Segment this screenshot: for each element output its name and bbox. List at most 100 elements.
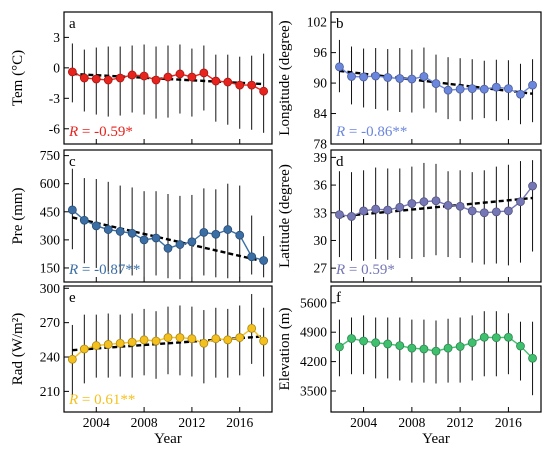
data-point xyxy=(247,80,257,90)
y-tick-label: 240 xyxy=(40,350,61,365)
panel-letter: a xyxy=(69,16,76,32)
y-tick-label: 39 xyxy=(314,150,328,165)
correlation-value: 0.61** xyxy=(94,392,135,408)
data-point xyxy=(187,334,197,344)
panel-frame xyxy=(63,149,273,283)
data-point xyxy=(151,336,161,346)
data-point xyxy=(504,84,513,94)
trend-line xyxy=(339,196,533,218)
y-tick-label: 0 xyxy=(53,60,60,75)
data-point xyxy=(419,344,429,354)
y-tick-label: 90 xyxy=(314,76,328,91)
panel-frame xyxy=(63,285,273,413)
correlation-equals: = xyxy=(345,124,361,140)
y-axis-label: Pre (mm) xyxy=(10,187,26,244)
x-axis-label: Year xyxy=(154,431,182,447)
correlation-r: R xyxy=(68,392,78,408)
data-point xyxy=(259,336,269,346)
data-point xyxy=(211,334,221,344)
data-point xyxy=(347,334,356,343)
data-point xyxy=(335,210,344,220)
data-point xyxy=(359,72,368,82)
y-tick-label: 4900 xyxy=(300,325,327,340)
data-point xyxy=(139,235,149,245)
y-tick-label: 270 xyxy=(40,315,61,330)
correlation-label: R = 0.61** xyxy=(68,392,135,408)
correlation-value: -0.59* xyxy=(94,124,133,140)
y-axis-label: Rad (W/m²) xyxy=(10,313,26,385)
correlation-r: R xyxy=(68,262,78,278)
x-tick-label: 2016 xyxy=(226,415,253,430)
data-point xyxy=(455,84,465,94)
data-point xyxy=(335,62,344,72)
data-point xyxy=(199,227,209,237)
panel-a: -6 -3 0 3 Tem (°C) a R = -0.59* xyxy=(10,11,273,145)
correlation-r: R xyxy=(68,124,78,140)
correlation-label: R = -0.87** xyxy=(68,262,140,278)
y-tick-label: 600 xyxy=(40,176,61,191)
data-point xyxy=(431,196,441,206)
data-point xyxy=(259,256,269,265)
data-point xyxy=(455,201,465,211)
data-point xyxy=(528,353,537,363)
data-point xyxy=(139,335,149,345)
data-point xyxy=(79,73,89,83)
y-tick-label: -3 xyxy=(49,91,60,106)
data-point xyxy=(139,71,149,81)
data-point xyxy=(455,342,465,351)
data-point xyxy=(371,71,381,81)
data-point xyxy=(491,82,501,92)
data-point xyxy=(467,84,477,94)
x-tick-label: 2012 xyxy=(447,415,474,430)
y-tick-label: 33 xyxy=(314,205,328,220)
data-point xyxy=(467,338,477,348)
y-axis-label: Tem (°C) xyxy=(10,50,26,106)
data-point xyxy=(199,68,209,78)
data-point xyxy=(443,343,453,353)
data-point xyxy=(115,227,125,236)
data-point xyxy=(79,344,89,354)
trend-line xyxy=(72,216,264,263)
data-point xyxy=(115,338,125,348)
data-point xyxy=(103,340,113,349)
correlation-r: R xyxy=(335,262,345,278)
correlation-label: R = -0.86** xyxy=(335,124,407,140)
data-point xyxy=(151,233,161,243)
panel-letter: e xyxy=(69,290,76,306)
data-point xyxy=(79,215,89,225)
y-tick-label: 78 xyxy=(314,137,328,152)
data-point xyxy=(371,204,381,214)
data-point xyxy=(395,341,405,351)
data-point xyxy=(187,72,197,82)
data-point xyxy=(431,79,441,88)
panel-frame xyxy=(63,11,273,145)
x-axis-label: Year xyxy=(422,431,450,447)
data-point xyxy=(67,67,77,77)
data-point xyxy=(504,332,513,342)
data-point xyxy=(504,206,513,216)
data-point xyxy=(371,338,381,348)
y-tick-label: 102 xyxy=(307,15,327,30)
y-axis-label: Longitude (degree) xyxy=(277,20,293,135)
correlation-equals: = xyxy=(345,262,361,278)
y-tick-label: 210 xyxy=(40,384,61,399)
panel-letter: c xyxy=(69,154,76,170)
data-point xyxy=(91,341,101,350)
data-point xyxy=(223,335,233,345)
data-point xyxy=(443,85,453,95)
panel-d: 27 30 33 36 39 Latitude (degree) d R = 0.59* xyxy=(277,149,542,283)
data-point xyxy=(395,202,405,212)
x-tick-label: 2004 xyxy=(350,415,377,430)
data-point xyxy=(528,80,537,90)
y-axis-label: Elevation (m) xyxy=(277,308,293,391)
data-point xyxy=(407,74,417,84)
panel-f: 3500 4200 4900 5600 2004 2008 2012 2016 Year Elev… xyxy=(277,285,542,447)
data-point xyxy=(199,338,209,348)
x-tick-label: 2004 xyxy=(83,415,110,430)
y-tick-label: 750 xyxy=(40,148,61,163)
data-point xyxy=(516,341,525,351)
data-point xyxy=(467,206,477,216)
y-tick-label: 450 xyxy=(40,204,61,219)
correlation-label: R = -0.59* xyxy=(68,124,133,140)
